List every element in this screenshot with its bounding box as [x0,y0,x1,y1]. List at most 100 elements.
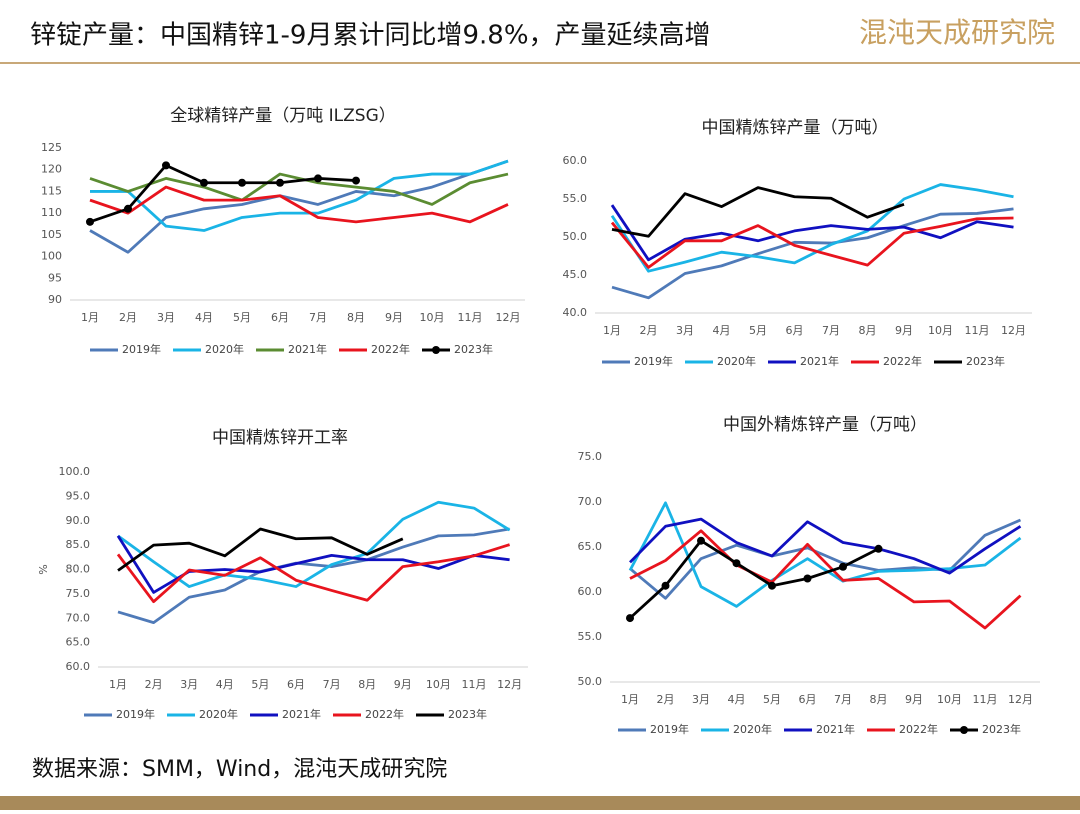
series-marker [314,174,322,183]
legend-label: 2021年 [816,722,855,736]
legend-label: 2022年 [883,354,922,368]
x-tick-label: 7月 [834,693,852,706]
legend-label: 2019年 [116,707,155,721]
x-tick-label: 10月 [420,311,445,324]
y-tick-label: 80.0 [66,563,91,576]
x-tick-label: 2月 [119,311,137,324]
legend-marker [432,346,440,354]
x-tick-label: 8月 [859,324,877,337]
x-tick-label: 9月 [895,324,913,337]
y-tick-label: 65.0 [66,636,91,649]
series-line [89,159,509,254]
series-marker [697,536,705,545]
y-tick-label: 90.0 [66,514,91,527]
x-tick-label: 3月 [692,693,710,706]
y-tick-label: 45.0 [563,268,588,281]
y-tick-label: 40.0 [563,306,588,319]
y-tick-label: 100 [41,250,62,263]
x-tick-label: 4月 [216,678,234,691]
series-line [610,204,1014,262]
x-tick-label: 3月 [157,311,175,324]
x-tick-label: 12月 [496,311,521,324]
y-tick-label: 65.0 [578,540,603,553]
series-marker [626,614,634,623]
series-marker [732,559,741,568]
y-tick-label: 95.0 [66,489,91,502]
slide-title: 锌锭产量：中国精锌1-9月累计同比增9.8%，产量延续高增 [30,21,711,51]
y-tick-label: 120 [41,163,62,176]
x-tick-label: 12月 [497,678,522,691]
logo: 混沌天成研究院 [859,16,1055,49]
y-tick-label: 60.0 [563,154,588,167]
chart-title: 中国精炼锌产量（万吨） [702,118,889,138]
y-tick-label: 50.0 [563,230,588,243]
legend-marker [960,726,968,734]
y-tick-label: 75.0 [66,587,91,600]
chart-title: 中国精炼锌开工率 [212,428,348,448]
y-tick-label: 115 [41,184,62,197]
y-tick-label: 100.0 [59,465,91,478]
x-tick-label: 1月 [81,311,99,324]
series-marker [839,562,847,571]
legend-label: 2022年 [365,707,404,721]
x-tick-label: 3月 [180,678,198,691]
legend-label: 2023年 [448,707,487,721]
series-marker [124,204,132,213]
x-tick-label: 8月 [358,678,376,691]
series-line [629,529,1022,630]
x-tick-label: 7月 [822,324,840,337]
x-tick-label: 4月 [195,311,213,324]
y-tick-label: 55.0 [578,630,603,643]
series-line [629,517,1022,575]
x-tick-label: 9月 [394,678,412,691]
legend-label: 2021年 [282,707,321,721]
chart-title: 中国外精炼锌产量（万吨） [723,415,927,435]
legend-label: 2020年 [733,722,772,736]
y-tick-label: 90 [48,293,62,306]
x-tick-label: 11月 [458,311,483,324]
x-tick-label: 9月 [905,693,923,706]
series-line [629,518,1022,600]
series-line [629,539,880,620]
series-marker [803,574,812,583]
x-tick-label: 1月 [603,324,621,337]
y-tick-label: 105 [41,228,62,241]
y-tick-label: 110 [41,206,62,219]
series-line [117,527,404,572]
series-marker [162,161,170,170]
x-tick-label: 6月 [287,678,305,691]
x-tick-label: 6月 [799,693,817,706]
legend-label: 2022年 [371,342,410,356]
x-tick-label: 10月 [928,324,953,337]
series-marker [200,178,208,187]
x-tick-label: 1月 [109,678,127,691]
legend-label: 2019年 [122,342,161,356]
x-tick-label: 6月 [271,311,289,324]
y-tick-label: 55.0 [563,192,588,205]
series-marker [276,178,284,187]
legend-label: 2020年 [205,342,244,356]
series-marker [661,581,670,590]
series-line [117,527,510,625]
x-tick-label: 4月 [728,693,746,706]
y-axis-label: % [37,564,50,574]
series-line [610,183,1014,273]
x-tick-label: 5月 [233,311,251,324]
x-tick-label: 10月 [937,693,962,706]
x-tick-label: 2月 [640,324,658,337]
y-tick-label: 125 [41,141,62,154]
legend-label: 2023年 [982,722,1021,736]
y-tick-label: 75.0 [578,450,603,463]
series-marker [86,217,94,226]
legend-label: 2022年 [899,722,938,736]
x-tick-label: 6月 [786,324,804,337]
x-tick-label: 2月 [657,693,675,706]
x-tick-label: 11月 [973,693,998,706]
x-tick-label: 2月 [145,678,163,691]
series-marker [352,176,360,185]
x-tick-label: 10月 [426,678,451,691]
chart-title: 全球精锌产量（万吨 ILZSG） [170,106,396,126]
x-tick-label: 9月 [385,311,403,324]
